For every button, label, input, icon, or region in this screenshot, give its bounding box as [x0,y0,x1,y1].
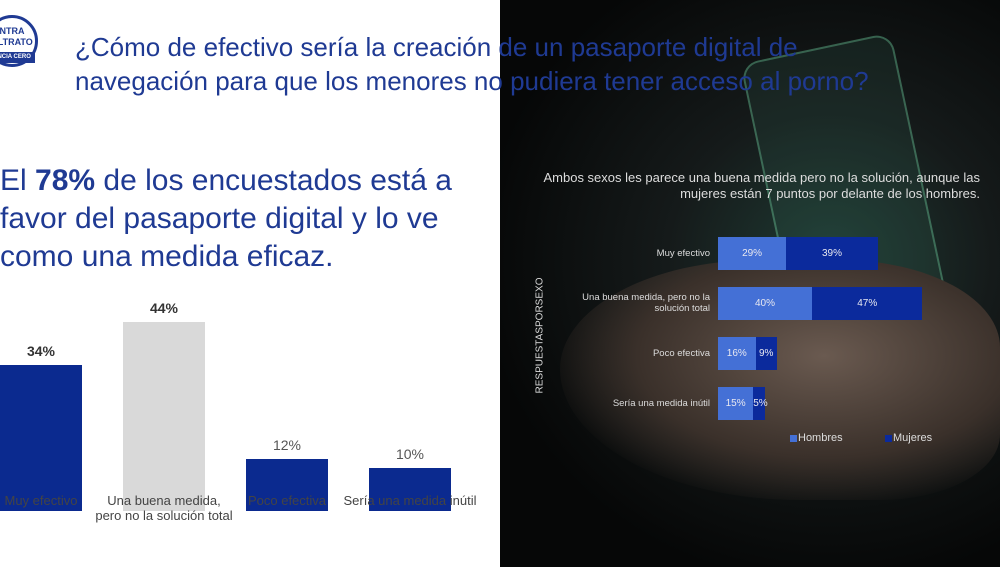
headline: El 78% de los encuestados está a favor d… [0,162,490,276]
data-label: 47% [857,298,878,309]
bar-segment [718,387,754,420]
data-label: 16% [726,348,747,359]
x-tick-label: Poco efectiva [247,493,327,508]
chart-title: Ambos sexos les parece una buena medida … [543,170,980,201]
bar [123,321,205,511]
y-tick-label: Poco efectiva [652,347,710,359]
bar [369,468,451,511]
x-tick-label: Muy efectivo [4,493,78,508]
headline-text: El [0,164,36,197]
data-label: 10% [395,446,425,462]
bar-segment [755,337,777,370]
data-label: 15% [725,398,746,409]
logo-text: ALTRATO [0,37,33,47]
headline-text: de los encuestados está a favor del pasa… [0,164,452,273]
bar-segment [753,387,765,420]
bar-segment [786,237,878,270]
data-label: 39% [821,248,842,259]
logo: NTRA ALTRATO ANCIA CERO [0,15,38,67]
bar [0,364,82,511]
data-label: 44% [149,299,179,316]
y-tick-label: Muy efectivo [656,247,710,259]
bar-segment [718,337,756,370]
legend-swatch [885,435,892,442]
data-label: 5% [753,398,768,409]
title: ¿Cómo de efectivo sería la creación de u… [75,32,869,96]
bar [246,459,328,511]
data-label: 34% [26,342,56,359]
y-axis-label: RESPUESTASPORSEXO [534,277,546,394]
bar-segment [718,237,787,270]
data-label: 12% [272,437,302,454]
logo-text: ANCIA CERO [0,52,35,63]
x-tick-label: Una buena medida, pero no la solución to… [95,493,233,523]
bar-segment [812,287,923,320]
data-label: 9% [758,348,774,359]
legend-entry: Mujeres [893,432,933,444]
logo-text: NTRA [0,26,25,36]
y-tick-label: Una buena medida, pero no la solución to… [582,292,710,314]
legend-swatch [790,435,797,442]
x-tick-label: Sería una medida inútil [343,493,477,508]
legend-entry: Hombres [798,432,843,444]
data-label: 29% [742,248,763,259]
headline-highlight: 78% [35,164,96,197]
y-tick-label: Sería una medida inútil [612,397,710,409]
bar-segment [718,287,812,320]
data-label: 40% [754,298,775,309]
